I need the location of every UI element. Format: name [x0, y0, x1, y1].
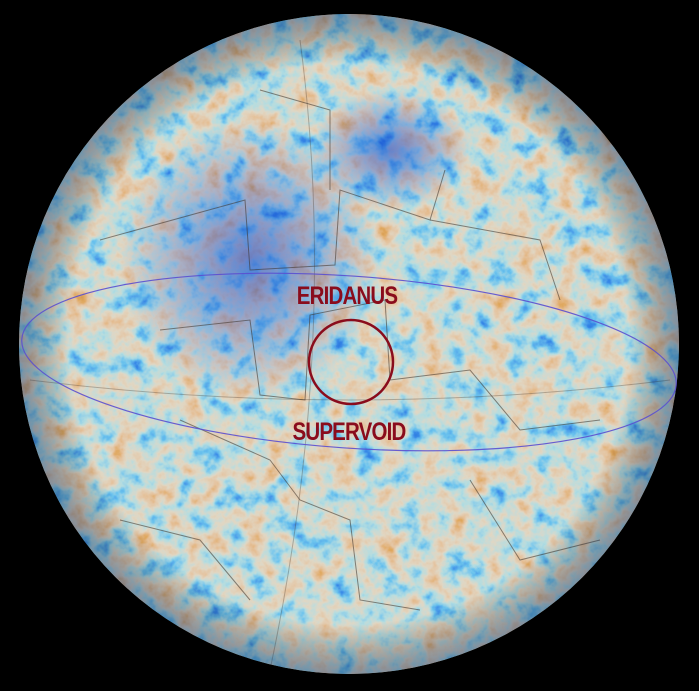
label-eridanus: ERIDANUS — [297, 281, 398, 309]
supervoid-circle — [307, 318, 395, 406]
ecliptic-ellipse — [21, 272, 677, 452]
label-supervoid: SUPERVOID — [292, 417, 405, 445]
